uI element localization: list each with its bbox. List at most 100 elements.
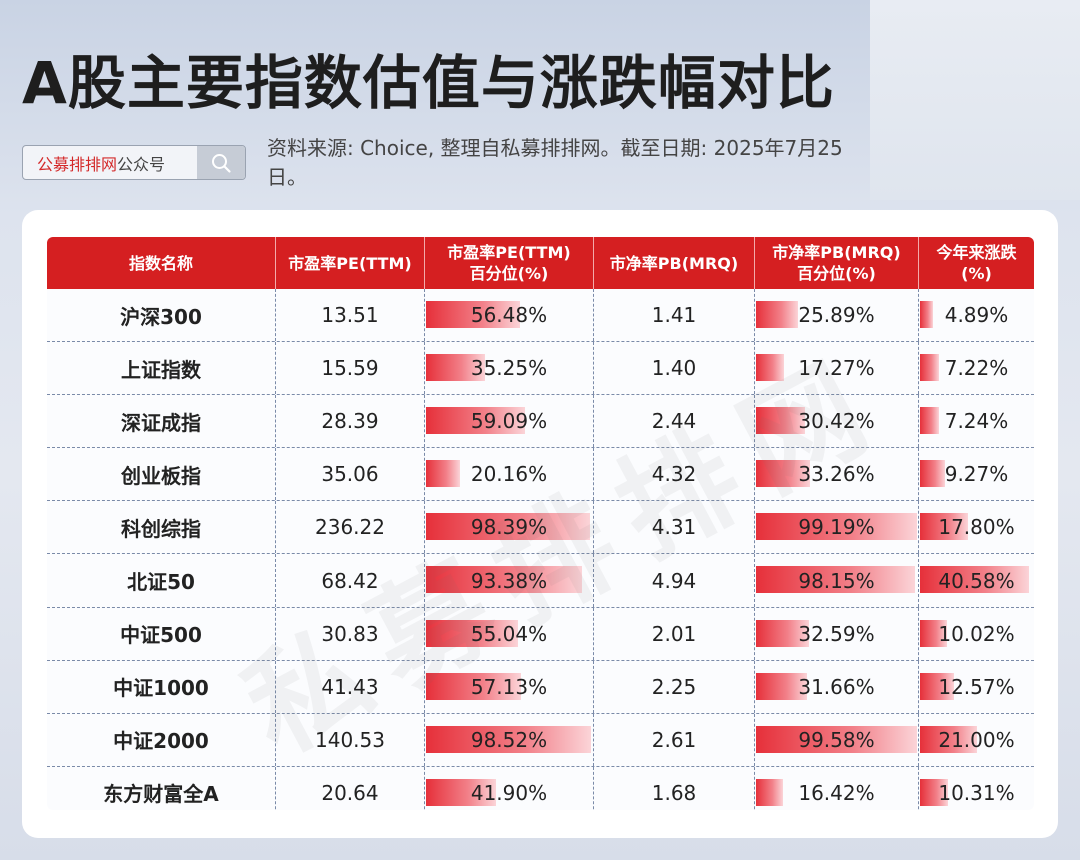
ytd-change-cell: 10.02% — [919, 608, 1034, 660]
index-name-cell: 东方财富全A — [47, 766, 276, 810]
search-button[interactable] — [197, 146, 245, 179]
pe-percentile-cell-value: 93.38% — [470, 568, 548, 593]
pb-percentile-cell: 17.27% — [755, 342, 919, 395]
pe-percentile-cell-bar — [426, 301, 520, 328]
table-header: 指数名称 市盈率PE(TTM) 市盈率PE(TTM) 百分位(%) 市净率PB(M… — [47, 237, 1034, 289]
ytd-change-cell: 7.22% — [919, 342, 1034, 394]
ytd-change-cell-value: 21.00% — [938, 727, 1015, 752]
pb-value: 2.61 — [651, 727, 697, 752]
pb-percentile-cell: 32.59% — [755, 607, 919, 660]
pb-cell: 1.41 — [594, 289, 755, 342]
table-row: 创业板指 35.06 20.16% 4.32 33.26% 9.27% — [47, 447, 1034, 501]
pb-percentile-cell-bar — [756, 460, 810, 488]
pe-percentile-cell: 20.16% — [425, 448, 594, 501]
pb-value: 1.40 — [651, 356, 697, 381]
pb-cell: 4.94 — [594, 554, 755, 607]
pe-cell: 13.51 — [276, 289, 425, 342]
header-pb: 市净率PB(MRQ) — [594, 237, 755, 289]
pe-cell: 30.83 — [276, 607, 425, 660]
header-pe-percentile: 市盈率PE(TTM) 百分位(%) — [425, 237, 594, 289]
header-pb-percentile: 市净率PB(MRQ) 百分位(%) — [755, 237, 919, 289]
valuation-table: 指数名称 市盈率PE(TTM) 市盈率PE(TTM) 百分位(%) 市净率PB(M… — [47, 237, 1034, 810]
index-name-cell: 创业板指 — [47, 448, 276, 501]
ytd-change-cell-bar — [920, 354, 939, 382]
pb-cell: 2.61 — [594, 713, 755, 766]
ytd-change-cell-bar — [920, 407, 939, 435]
search-suffix-text: 公众号 — [117, 154, 166, 174]
ytd-change-cell-bar — [920, 566, 1029, 594]
pe-percentile-cell-bar — [426, 566, 582, 594]
pe-cell: 236.22 — [276, 501, 425, 554]
index-name: 北证50 — [127, 570, 195, 595]
pb-percentile-cell-bar — [756, 619, 809, 647]
header-pe: 市盈率PE(TTM) — [276, 237, 425, 289]
pe-percentile-cell-bar — [426, 513, 590, 541]
pe-percentile-cell-value: 56.48% — [470, 303, 548, 328]
index-name: 沪深300 — [120, 304, 202, 329]
pe-percentile-cell: 56.48% — [425, 289, 594, 342]
pe-value: 13.51 — [321, 303, 379, 328]
pb-percentile-cell: 31.66% — [755, 660, 919, 713]
ytd-change-cell: 12.57% — [919, 661, 1034, 713]
ytd-change-cell-bar — [920, 513, 968, 541]
ytd-change-cell: 4.89% — [919, 289, 1034, 341]
index-name-cell: 中证1000 — [47, 660, 276, 713]
index-name-cell: 中证2000 — [47, 713, 276, 766]
pb-percentile-cell-value: 30.42% — [798, 409, 875, 434]
pe-percentile-cell-bar — [426, 619, 518, 647]
pb-cell: 4.32 — [594, 448, 755, 501]
ytd-change-cell-bar — [920, 619, 947, 647]
pb-value: 4.32 — [651, 462, 697, 487]
search-brand-text: 公募排排网 — [37, 154, 118, 174]
background-panel — [870, 0, 1080, 200]
table-body: 沪深300 13.51 56.48% 1.41 25.89% 4.89% 上证指数 15.59… — [47, 289, 1034, 810]
table-row: 中证1000 41.43 57.13% 2.25 31.66% 12.57% — [47, 659, 1034, 713]
table-row: 中证2000 140.53 98.52% 2.61 99.58% 21.00% — [47, 712, 1034, 766]
pb-percentile-cell-bar — [756, 354, 784, 382]
ytd-change-cell-bar — [920, 460, 945, 488]
pb-value: 2.44 — [651, 409, 697, 434]
ytd-change-cell-value: 9.27% — [944, 462, 1009, 487]
index-name: 中证500 — [120, 623, 202, 648]
table-row: 科创综指 236.22 98.39% 4.31 99.19% 17.80% — [47, 500, 1034, 554]
pb-value: 2.01 — [651, 621, 697, 646]
source-note: 资料来源: Choice, 整理自私募排排网。截至日期: 2025年7月25日。 — [267, 136, 843, 189]
search-box[interactable]: 公募排排网公众号 — [22, 145, 246, 180]
pb-cell: 2.01 — [594, 607, 755, 660]
ytd-change-cell: 21.00% — [919, 714, 1034, 766]
pe-percentile-cell-bar — [426, 778, 496, 806]
pb-cell: 1.40 — [594, 342, 755, 395]
pe-cell: 35.06 — [276, 448, 425, 501]
search-input[interactable]: 公募排排网公众号 — [23, 151, 197, 175]
pb-value: 4.31 — [651, 515, 697, 540]
pb-percentile-cell: 33.26% — [755, 448, 919, 501]
pb-value: 2.25 — [651, 674, 697, 699]
ytd-change-cell: 9.27% — [919, 448, 1034, 500]
pe-value: 236.22 — [315, 515, 385, 540]
index-name-cell: 科创综指 — [47, 501, 276, 554]
pe-percentile-cell-value: 57.13% — [470, 674, 548, 699]
pe-percentile-cell-value: 98.39% — [470, 515, 548, 540]
pb-percentile-cell-bar — [756, 778, 783, 806]
index-name-cell: 上证指数 — [47, 342, 276, 395]
ytd-change-cell-value: 40.58% — [938, 568, 1015, 593]
pb-value: 1.41 — [651, 303, 697, 328]
index-name-cell: 北证50 — [47, 554, 276, 607]
pb-percentile-cell: 99.58% — [755, 713, 919, 766]
pb-percentile-cell-bar — [756, 566, 915, 594]
pe-percentile-cell-bar — [426, 725, 591, 753]
pe-percentile-cell: 59.09% — [425, 395, 594, 448]
index-name: 中证2000 — [113, 729, 209, 754]
header-index-name: 指数名称 — [47, 237, 276, 289]
ytd-change-cell-value: 10.31% — [938, 780, 1015, 805]
pe-percentile-cell: 57.13% — [425, 660, 594, 713]
pb-percentile-cell-value: 33.26% — [798, 462, 875, 487]
index-name-cell: 沪深300 — [47, 289, 276, 342]
pb-percentile-cell-value: 98.15% — [798, 568, 875, 593]
index-name: 东方财富全A — [103, 782, 219, 807]
pb-cell: 1.68 — [594, 766, 755, 810]
header-ytd-change: 今年来涨跌 (%) — [936, 243, 1017, 283]
pe-percentile-cell-value: 59.09% — [470, 409, 548, 434]
pe-value: 140.53 — [315, 727, 385, 752]
ytd-change-cell-value: 12.57% — [938, 674, 1015, 699]
